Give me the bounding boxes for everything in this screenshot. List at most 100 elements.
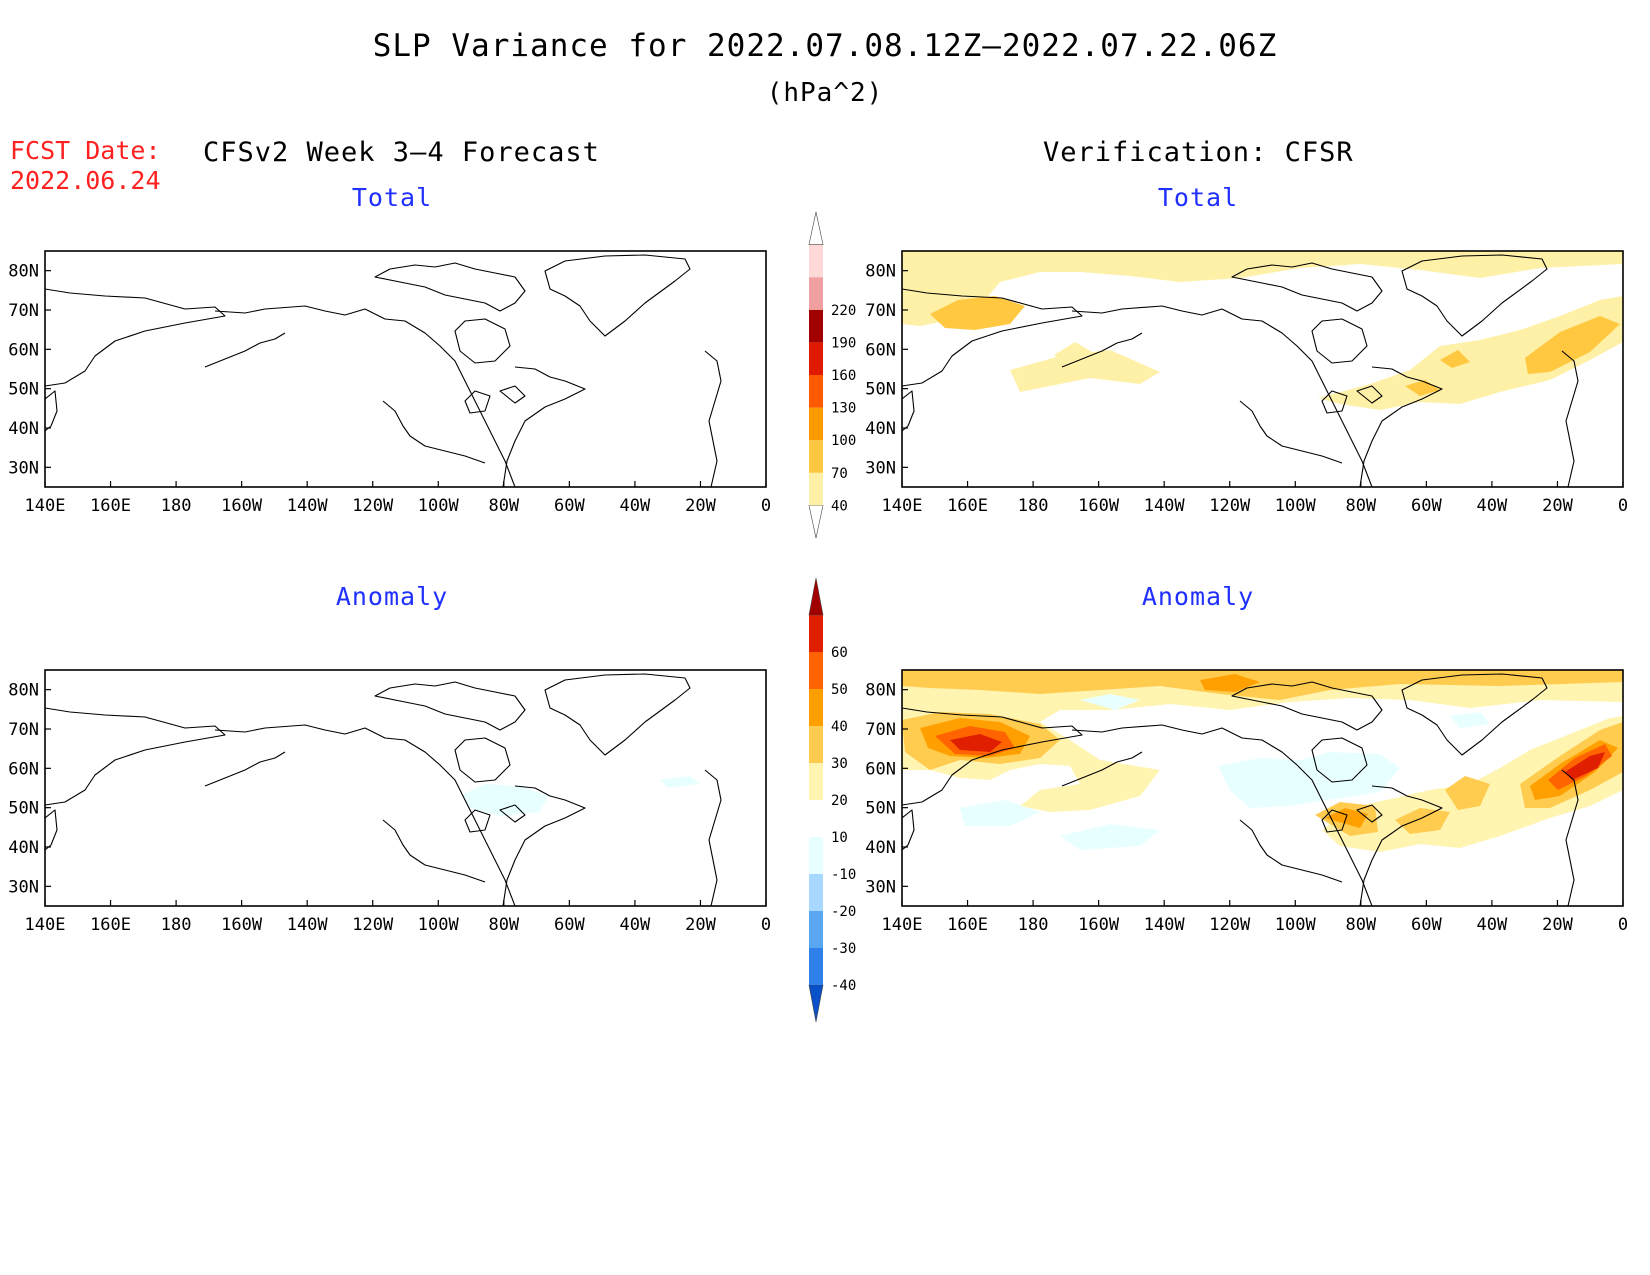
- colorbar-label: 160: [831, 368, 856, 384]
- lon-tick-label: 40W: [1477, 496, 1508, 516]
- lat-tick-label: 70N: [8, 301, 39, 321]
- coastline: [1061, 332, 1143, 368]
- lon-tick-label: 100W: [418, 496, 460, 516]
- colorbar-label: 60: [831, 645, 848, 661]
- fcst-date-caption: FCST Date:: [10, 136, 161, 165]
- shade-50-60: [950, 734, 1002, 752]
- colorbar-label: 20: [831, 793, 848, 809]
- shade-10-20: [902, 670, 1623, 812]
- shade-20-30: [1395, 808, 1450, 834]
- lon-tick-label: 180: [161, 496, 192, 516]
- lon-tick-label: 160W: [221, 496, 263, 516]
- coastline: [204, 751, 286, 787]
- coastline: [45, 390, 58, 432]
- lon-tick-label: 80W: [1345, 496, 1376, 516]
- colorbar-cap: [808, 211, 824, 245]
- lat-tick-label: 50N: [8, 799, 39, 819]
- coastline-forecast-total: [45, 254, 722, 487]
- lon-tick-label: 140W: [287, 496, 329, 516]
- lon-tick-label: 180: [1018, 496, 1049, 516]
- lat-tick-label: 60N: [865, 340, 896, 360]
- colorbar-swatch: [809, 874, 823, 911]
- lon-tick-label: 40W: [1477, 915, 1508, 935]
- shade-40-70: [902, 251, 1623, 326]
- coastline: [1311, 318, 1368, 364]
- verification-total-field: [902, 251, 1623, 410]
- colorbar-swatch: [809, 244, 823, 278]
- colorbar-swatch: [809, 309, 823, 343]
- colorbar-swatch: [809, 837, 823, 874]
- lat-tick-label: 30N: [865, 877, 896, 897]
- panel-title-forecast-total: Total: [351, 183, 433, 212]
- lon-tick-label: 0: [761, 496, 771, 516]
- coastline: [544, 673, 691, 756]
- coastline: [499, 804, 526, 823]
- coastline: [704, 350, 722, 487]
- colorbar-swatch: [809, 948, 823, 985]
- colorbar-swatch: [809, 342, 823, 375]
- forecast-header: CFSv2 Week 3–4 Forecast: [203, 137, 600, 168]
- verification-header: Verification: CFSR: [1043, 137, 1354, 168]
- lon-tick-label: 0: [761, 915, 771, 935]
- coastline: [704, 769, 722, 906]
- colorbar-label: 40: [831, 498, 848, 514]
- lat-tick-label: 80N: [865, 262, 896, 282]
- coastline-verification-total: [902, 254, 1579, 487]
- lon-tick-label: 120W: [1209, 496, 1251, 516]
- colorbar-anomaly: -40 -30 -20 -10 10 20 30 40 50 60: [808, 577, 856, 1023]
- coastline: [1321, 809, 1348, 833]
- colorbar-label: 10: [831, 830, 848, 846]
- lat-tick-label: 60N: [8, 340, 39, 360]
- panel-title-verification-anomaly: Anomaly: [1141, 582, 1255, 611]
- lon-tick-label: 180: [1018, 915, 1049, 935]
- lon-tick-label: 20W: [685, 496, 716, 516]
- coastline: [464, 390, 491, 414]
- coastline: [902, 707, 1083, 806]
- lon-tick-label: 140E: [25, 915, 66, 935]
- coastline: [214, 724, 516, 906]
- lon-tick-label: 80W: [488, 496, 519, 516]
- coastline-verification-anomaly: [902, 673, 1579, 906]
- coastline: [374, 262, 526, 312]
- colorbar-label: 220: [831, 303, 856, 319]
- lon-tick-label: 160E: [947, 915, 988, 935]
- lon-tick-label: 20W: [685, 915, 716, 935]
- lat-tick-label: 30N: [8, 458, 39, 478]
- coastline: [902, 288, 1083, 387]
- lon-tick-label: 180: [161, 915, 192, 935]
- colorbar-swatch: [809, 615, 823, 652]
- colorbar-swatch: [809, 375, 823, 408]
- colorbar-swatch: [809, 407, 823, 441]
- shade-70-100: [930, 296, 1025, 330]
- map-frame-forecast-total: [44, 250, 767, 488]
- coastline: [902, 390, 915, 432]
- lon-tick-label: 0: [1618, 915, 1628, 935]
- coastline: [1356, 385, 1383, 404]
- shade-30-40: [1200, 674, 1260, 692]
- colorbar-label: 40: [831, 719, 848, 735]
- shade-40-70: [1318, 296, 1623, 410]
- shade-70-100: [1525, 316, 1620, 374]
- map-frame-forecast-anomaly: [44, 669, 767, 907]
- colorbar-label: -30: [831, 941, 856, 957]
- units-label: (hPa^2): [766, 78, 884, 108]
- lat-tick-label: 40N: [8, 838, 39, 858]
- coastline: [1356, 804, 1383, 823]
- colorbar-label: 70: [831, 466, 848, 482]
- lat-tick-label: 70N: [865, 720, 896, 740]
- coastline: [1311, 737, 1368, 783]
- lat-tick-label: 50N: [865, 380, 896, 400]
- coastline-forecast-anomaly: [45, 673, 722, 906]
- colorbar-label: 30: [831, 756, 848, 772]
- lon-tick-label: 160E: [947, 496, 988, 516]
- lon-tick-label: 100W: [1275, 915, 1317, 935]
- lat-tick-label: 40N: [865, 838, 896, 858]
- colorbar-swatch: [809, 472, 823, 506]
- lat-tick-label: 60N: [865, 759, 896, 779]
- shade-neg10-neg20: [1080, 694, 1140, 710]
- shade-50-60: [1565, 752, 1605, 780]
- coastline: [1061, 751, 1143, 787]
- lon-tick-label: 160E: [90, 915, 131, 935]
- lon-tick-label: 160W: [1078, 496, 1120, 516]
